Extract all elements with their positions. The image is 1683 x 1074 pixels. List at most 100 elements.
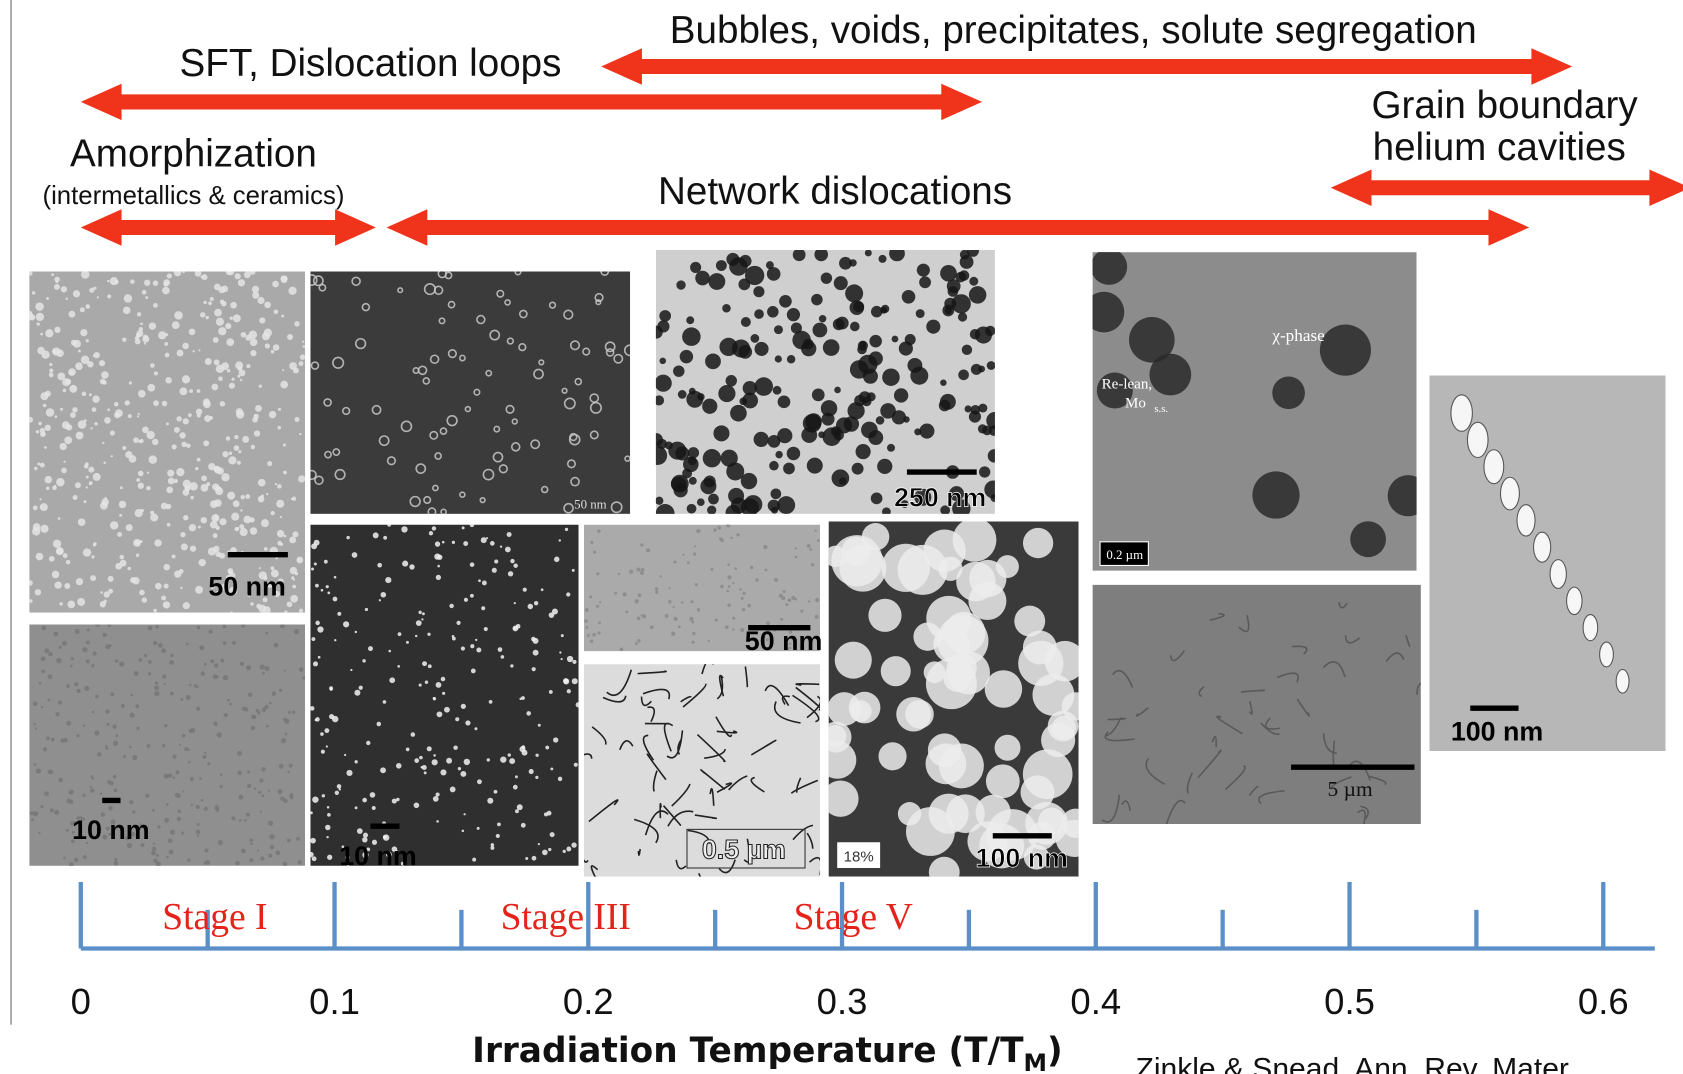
texture: [985, 670, 1023, 708]
texture: [122, 446, 126, 450]
texture: [534, 601, 538, 605]
texture: [750, 566, 753, 569]
texture: [1534, 532, 1551, 562]
texture: [130, 713, 135, 718]
texture: [771, 488, 782, 499]
texture: [86, 641, 90, 645]
texture: [66, 829, 69, 832]
texture: [91, 664, 94, 667]
texture: [648, 446, 667, 465]
stage-label: Stage I: [162, 897, 267, 938]
texture: [688, 447, 699, 458]
texture: [268, 854, 272, 858]
texture: [269, 411, 277, 419]
texture: [471, 668, 476, 673]
texture: [962, 345, 972, 355]
texture: [128, 567, 132, 571]
texture: [101, 371, 109, 379]
texture: [929, 857, 960, 888]
texture: [62, 421, 70, 429]
micrograph-background: [29, 624, 305, 865]
texture: [100, 601, 106, 607]
texture: [641, 568, 645, 572]
texture: [526, 711, 531, 716]
texture: [195, 270, 202, 277]
texture: [265, 666, 270, 671]
texture: [75, 362, 83, 370]
texture: [726, 505, 741, 520]
scale-label: 50 nm: [574, 498, 607, 512]
texture: [516, 624, 521, 629]
texture: [732, 628, 734, 630]
texture: [767, 306, 779, 318]
texture: [201, 671, 206, 676]
texture: [62, 641, 67, 646]
texture: [791, 596, 795, 600]
texture: [199, 559, 206, 566]
texture: [254, 787, 257, 790]
texture: [283, 443, 286, 446]
texture: [179, 432, 185, 438]
texture: [550, 767, 553, 770]
texture: [165, 377, 172, 384]
texture: [114, 858, 117, 861]
texture: [27, 417, 33, 423]
arrow-label: Grain boundary: [1371, 84, 1638, 127]
texture: [229, 383, 235, 389]
texture: [696, 529, 700, 533]
texture: [496, 834, 500, 838]
texture: [220, 773, 223, 776]
texture: [775, 451, 782, 458]
texture: [572, 569, 575, 572]
texture: [831, 426, 841, 436]
texture: [40, 333, 43, 336]
texture: [146, 486, 151, 491]
texture: [145, 296, 148, 299]
texture: [147, 744, 151, 748]
texture: [668, 600, 672, 604]
micrograph-background: [310, 525, 578, 866]
texture: [1517, 505, 1535, 536]
texture: [739, 397, 747, 405]
texture: [477, 827, 480, 830]
texture: [174, 311, 183, 320]
texture: [59, 443, 66, 450]
texture: [152, 847, 156, 851]
texture: [531, 637, 535, 641]
texture: [907, 358, 922, 373]
texture: [657, 439, 667, 449]
texture: [61, 286, 67, 292]
texture: [85, 304, 90, 309]
texture: [1451, 395, 1472, 431]
texture: [94, 730, 99, 735]
texture: [119, 661, 124, 666]
texture: [153, 609, 157, 613]
texture: [63, 553, 68, 558]
texture: [821, 272, 832, 283]
texture: [421, 766, 423, 768]
texture: [671, 475, 689, 493]
texture: [34, 467, 37, 470]
texture: [174, 570, 181, 577]
texture: [254, 414, 256, 416]
texture: [334, 639, 336, 641]
texture: [115, 409, 123, 417]
texture: [521, 823, 526, 828]
axis-title-close: ): [1047, 1031, 1063, 1071]
texture: [437, 565, 440, 568]
texture: [139, 658, 143, 662]
micrograph: [1429, 376, 1665, 752]
scale-label: Re-lean,: [1102, 376, 1152, 392]
texture: [238, 450, 241, 453]
texture: [120, 555, 125, 560]
texture: [659, 310, 671, 322]
texture: [70, 657, 73, 660]
texture: [383, 536, 387, 540]
texture: [258, 496, 265, 503]
texture: [123, 307, 131, 315]
texture: [1388, 475, 1429, 516]
texture: [30, 811, 34, 815]
texture: [795, 556, 798, 559]
texture: [64, 436, 72, 444]
texture: [359, 686, 363, 690]
